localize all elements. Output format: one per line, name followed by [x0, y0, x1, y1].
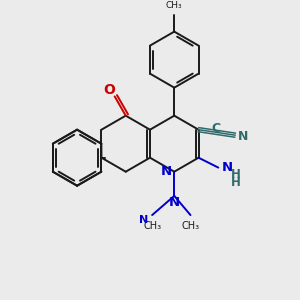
Text: N: N	[222, 161, 233, 174]
Text: CH₃: CH₃	[143, 221, 161, 231]
Text: N: N	[238, 130, 248, 143]
Text: CH₃: CH₃	[166, 1, 183, 10]
Text: H: H	[230, 168, 240, 181]
Text: N: N	[169, 196, 180, 209]
Text: CH₃: CH₃	[182, 221, 200, 231]
Text: H: H	[230, 176, 240, 189]
Text: O: O	[103, 83, 115, 97]
Text: N: N	[160, 165, 172, 178]
Text: C: C	[212, 122, 220, 136]
Text: N: N	[139, 215, 148, 225]
